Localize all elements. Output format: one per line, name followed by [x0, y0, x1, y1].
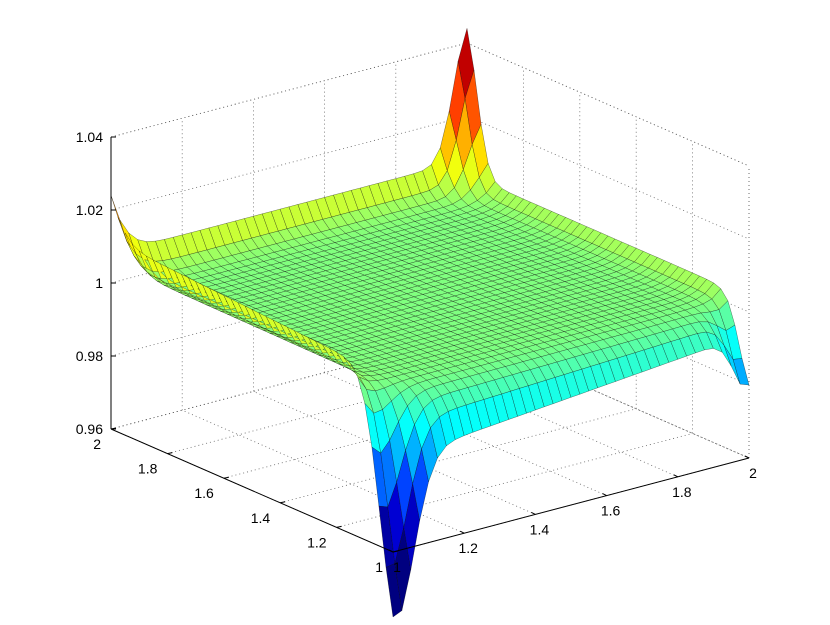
floor-grid-line [280, 408, 637, 504]
x-tick-label: 2 [749, 465, 757, 481]
y-tick-label: 1.8 [138, 461, 158, 477]
z-tick-label: 0.96 [76, 421, 103, 437]
x-tick-mark [388, 549, 394, 553]
y-tick-mark [280, 501, 286, 504]
axis-line [392, 457, 750, 553]
x-tick-label: 1.6 [601, 503, 621, 519]
z-grid-line [110, 42, 750, 167]
z-tick-label: 1 [95, 275, 103, 291]
floor-grid-line [253, 391, 536, 515]
surface-plot [110, 28, 750, 618]
x-tick-label: 1.4 [530, 521, 550, 537]
x-tick-mark [673, 474, 679, 478]
x-tick-mark [459, 530, 465, 534]
y-tick-mark [392, 550, 399, 553]
z-tick-label: 1.04 [76, 129, 103, 145]
surface-patch [732, 358, 750, 386]
axes [110, 136, 750, 553]
x-tick-label: 1 [393, 559, 401, 575]
y-tick-label: 1.2 [307, 534, 327, 550]
box-edge [466, 42, 750, 167]
y-tick-label: 2 [93, 436, 101, 452]
y-tick-label: 1 [375, 559, 383, 575]
y-tick-mark [167, 452, 173, 455]
z-tick-label: 0.98 [76, 348, 103, 364]
y-tick-label: 1.6 [194, 485, 214, 501]
axis-line [110, 428, 394, 553]
tick-labels: 11.21.41.61.8211.21.41.61.820.960.9811.0… [76, 129, 757, 575]
floor-grid-line [336, 433, 693, 528]
x-tick-mark [602, 493, 607, 497]
x-tick-mark [531, 511, 536, 515]
x-tick-label: 1.2 [458, 540, 478, 556]
x-tick-mark [744, 455, 750, 459]
z-tick-label: 1.02 [76, 202, 103, 218]
floor-grid-line [182, 409, 465, 534]
y-tick-mark [336, 525, 342, 528]
floor-grid-line [167, 359, 524, 454]
y-tick-label: 1.4 [251, 510, 271, 526]
y-tick-mark [223, 476, 229, 479]
x-tick-label: 1.8 [672, 484, 692, 500]
